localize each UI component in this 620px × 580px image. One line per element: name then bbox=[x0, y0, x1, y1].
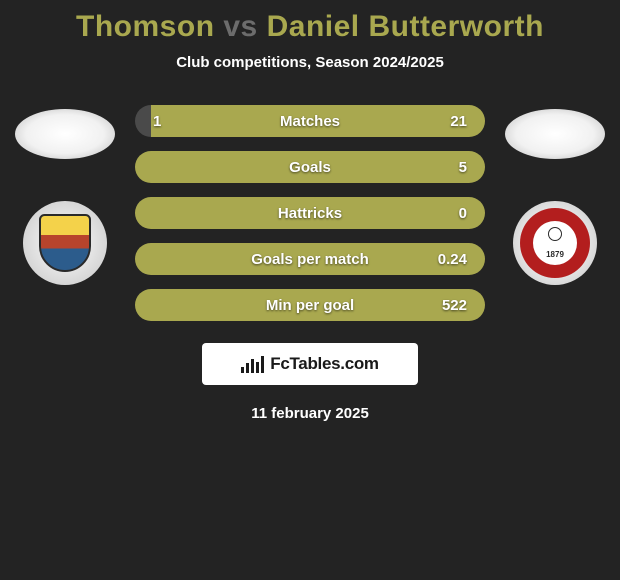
stat-label: Goals per match bbox=[183, 251, 437, 268]
subtitle: Club competitions, Season 2024/2025 bbox=[0, 54, 620, 71]
barchart-icon bbox=[241, 356, 264, 373]
stat-right-value: 0.24 bbox=[437, 251, 467, 268]
player2-club-crest: 1879 bbox=[513, 201, 597, 285]
stat-label: Min per goal bbox=[183, 297, 437, 314]
stat-label: Goals bbox=[183, 159, 437, 176]
stat-row: 1Matches21 bbox=[135, 105, 485, 137]
stat-row: Min per goal522 bbox=[135, 289, 485, 321]
player1-name: Thomson bbox=[76, 10, 215, 43]
vs-separator: vs bbox=[223, 10, 257, 43]
player2-name: Daniel Butterworth bbox=[267, 10, 544, 43]
stat-right-value: 0 bbox=[437, 205, 467, 222]
stat-label: Matches bbox=[183, 113, 437, 130]
player1-avatar bbox=[15, 109, 115, 159]
stat-label: Hattricks bbox=[183, 205, 437, 222]
stat-right-value: 21 bbox=[437, 113, 467, 130]
stat-right-value: 5 bbox=[437, 159, 467, 176]
source-logo: FcTables.com bbox=[202, 343, 418, 385]
logo-text: FcTables.com bbox=[270, 354, 379, 374]
stat-row: Hattricks0 bbox=[135, 197, 485, 229]
page-title: Thomson vs Daniel Butterworth bbox=[0, 10, 620, 44]
stat-left-value: 1 bbox=[153, 113, 183, 130]
crest-year: 1879 bbox=[533, 250, 577, 259]
player1-club-crest bbox=[23, 201, 107, 285]
stat-right-value: 522 bbox=[437, 297, 467, 314]
player2-avatar bbox=[505, 109, 605, 159]
stat-row: Goals5 bbox=[135, 151, 485, 183]
snapshot-date: 11 february 2025 bbox=[0, 405, 620, 422]
stat-row: Goals per match0.24 bbox=[135, 243, 485, 275]
comparison-panel: 1Matches21 Goals5 Hattricks0 Goals per matc… bbox=[0, 105, 620, 321]
right-side: 1879 bbox=[505, 105, 605, 285]
left-side bbox=[15, 105, 115, 285]
stats-list: 1Matches21 Goals5 Hattricks0 Goals per matc… bbox=[135, 105, 485, 321]
